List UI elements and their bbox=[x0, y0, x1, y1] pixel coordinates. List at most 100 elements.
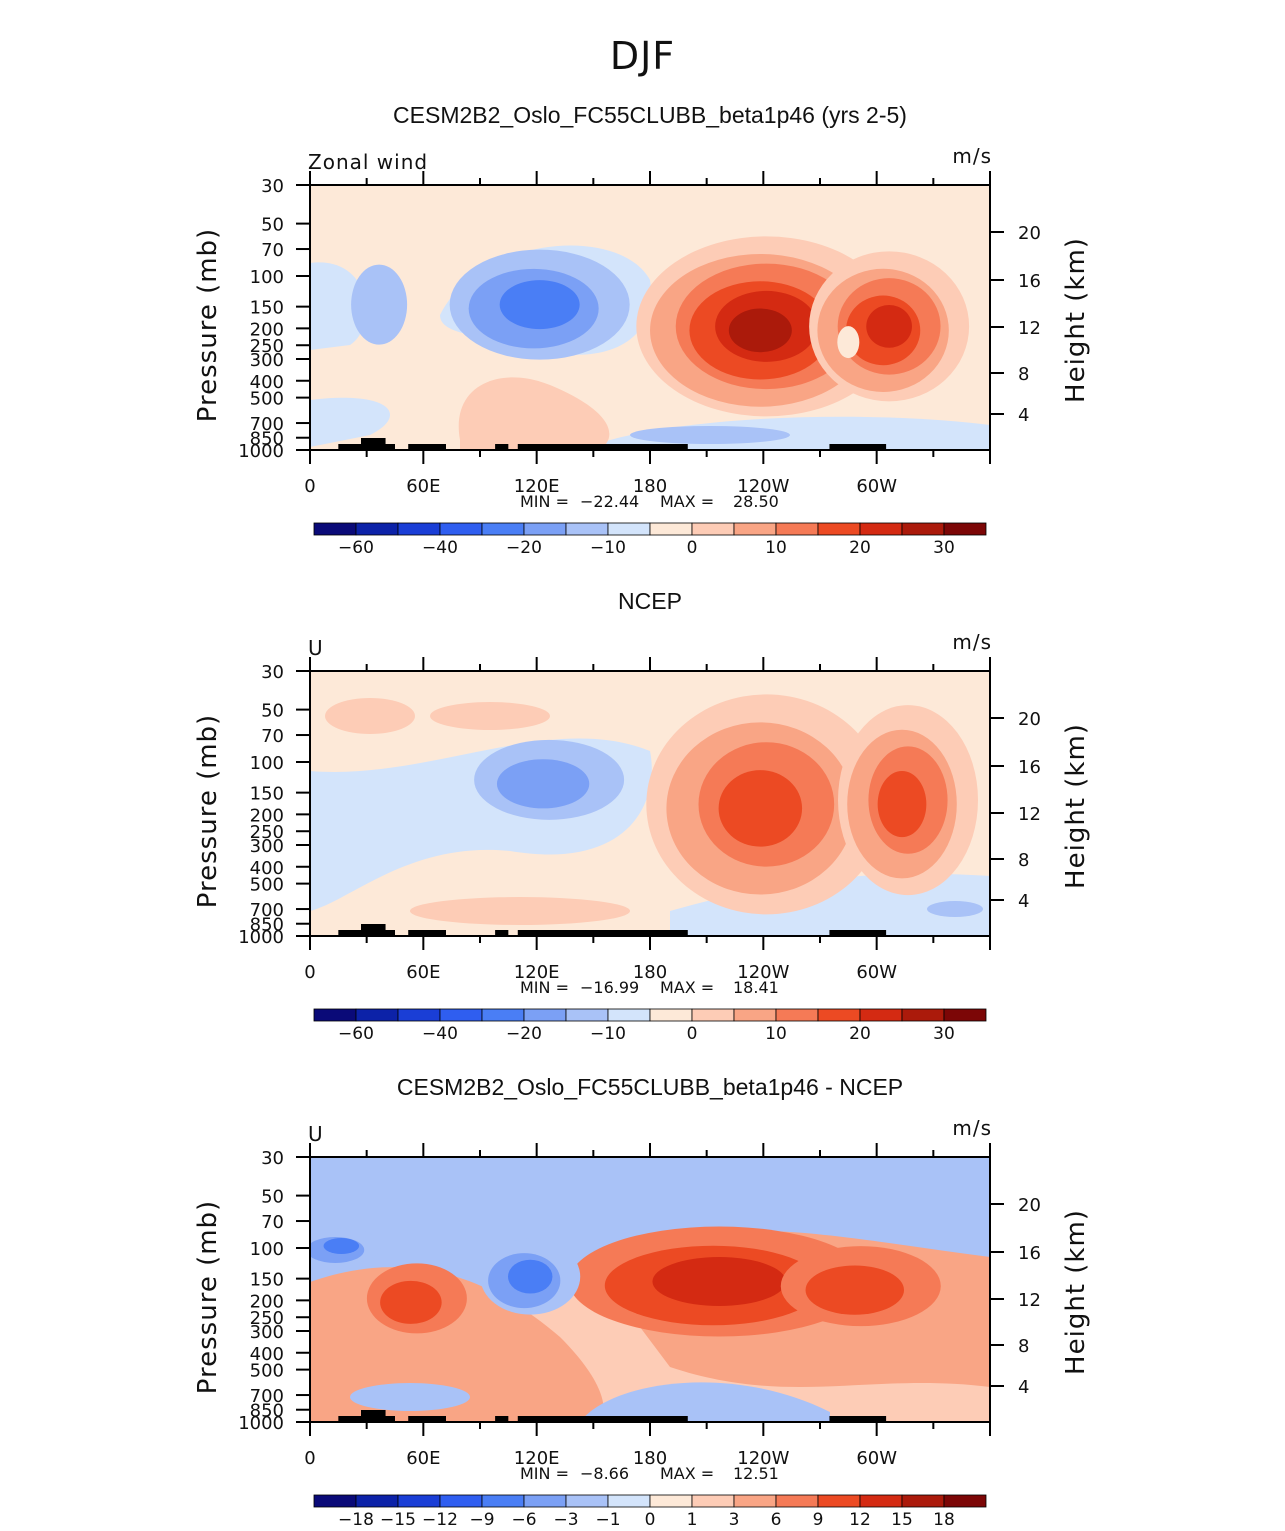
y-axis-title: Pressure (mb) bbox=[193, 1200, 223, 1394]
contour-band-p3 bbox=[323, 1237, 360, 1254]
y-tick-label: 700 bbox=[250, 414, 284, 435]
contour-band-p2 bbox=[877, 771, 927, 838]
y-tick-label: 850 bbox=[250, 1401, 284, 1422]
max-value: 28.50 bbox=[733, 492, 779, 511]
x-tick-label: 120E bbox=[514, 1448, 560, 1469]
colorbar-label: 10 bbox=[765, 538, 787, 558]
contour-band-p1 bbox=[866, 304, 912, 348]
topography-mask bbox=[408, 930, 446, 936]
band-negative bbox=[310, 397, 390, 447]
topography-mask bbox=[829, 444, 887, 450]
x-tick-label: 60W bbox=[856, 1448, 897, 1469]
y-tick-label: 400 bbox=[250, 1344, 284, 1365]
band-negative bbox=[310, 262, 367, 350]
x-tick-label: 60E bbox=[406, 962, 440, 983]
y2-tick-label: 12 bbox=[1018, 804, 1041, 825]
panel-units: m/s bbox=[952, 144, 992, 168]
x-tick-label: 0 bbox=[304, 1448, 315, 1469]
max-label: MAX = bbox=[660, 492, 714, 511]
contour-band-p1 bbox=[728, 308, 792, 353]
colorbar-label: −18 bbox=[338, 1510, 374, 1530]
y-tick-label: 70 bbox=[261, 240, 284, 261]
colorbar-cell bbox=[355, 522, 399, 536]
min-value: −22.44 bbox=[580, 492, 639, 511]
x-tick-label: 60E bbox=[406, 1448, 440, 1469]
colorbar-label: 20 bbox=[849, 1024, 871, 1044]
colorbar-cell bbox=[733, 1494, 777, 1508]
contour-band-p3 bbox=[652, 1257, 786, 1306]
x-tick-label: 120W bbox=[737, 962, 789, 983]
colorbar-label: 0 bbox=[645, 1510, 656, 1530]
colorbar-label: −20 bbox=[506, 1024, 542, 1044]
colorbar-label: −20 bbox=[506, 538, 542, 558]
colorbar-label: −3 bbox=[553, 1510, 578, 1530]
colorbar-cell bbox=[817, 522, 861, 536]
x-tick-label: 60W bbox=[856, 962, 897, 983]
min-label: MIN = bbox=[520, 1464, 569, 1483]
y-tick-label: 250 bbox=[250, 336, 284, 357]
x-tick-label: 0 bbox=[304, 962, 315, 983]
min-label: MIN = bbox=[520, 978, 569, 997]
x-tick-label: 120W bbox=[737, 476, 789, 497]
min-label: MIN = bbox=[520, 492, 569, 511]
x-tick-label: 180 bbox=[633, 962, 667, 983]
colorbar-cell bbox=[943, 522, 987, 536]
y-tick-label: 150 bbox=[250, 298, 284, 319]
y-tick-label: 250 bbox=[250, 1308, 284, 1329]
y-tick-label: 400 bbox=[250, 372, 284, 393]
y-tick-label: 200 bbox=[250, 1291, 284, 1312]
colorbar-cell bbox=[439, 522, 483, 536]
colorbar-cell bbox=[481, 522, 525, 536]
colorbar-label: 0 bbox=[687, 538, 698, 558]
band-positive bbox=[458, 377, 610, 450]
band-negative bbox=[630, 426, 790, 444]
topography-mask bbox=[408, 1416, 446, 1422]
colorbar-cell bbox=[733, 522, 777, 536]
colorbar-cell bbox=[733, 1008, 777, 1022]
colorbar-label: −60 bbox=[338, 1024, 374, 1044]
panel-units: m/s bbox=[952, 1116, 992, 1140]
contour-band-p2 bbox=[718, 770, 803, 847]
panel-left-label: Zonal wind bbox=[308, 150, 428, 174]
colorbar-label: −15 bbox=[380, 1510, 416, 1530]
colorbar-cell bbox=[943, 1008, 987, 1022]
colorbar-cell bbox=[817, 1008, 861, 1022]
x-tick-label: 180 bbox=[633, 1448, 667, 1469]
colorbar-label: −6 bbox=[511, 1510, 536, 1530]
y-tick-label: 30 bbox=[261, 176, 284, 197]
panel-field bbox=[310, 671, 990, 936]
y-tick-label: 30 bbox=[261, 662, 284, 683]
max-value: 18.41 bbox=[733, 978, 779, 997]
y-tick-label: 50 bbox=[261, 1187, 284, 1208]
y-tick-label: 1000 bbox=[238, 927, 284, 948]
colorbar-label: −40 bbox=[422, 1024, 458, 1044]
y-tick-label: 500 bbox=[250, 875, 284, 896]
topography-mask bbox=[495, 930, 509, 936]
colorbar-cell bbox=[397, 522, 441, 536]
topography-mask bbox=[829, 1416, 887, 1422]
topography-mask bbox=[408, 444, 446, 450]
y-tick-label: 70 bbox=[261, 1212, 284, 1233]
colorbar-label: −12 bbox=[422, 1510, 458, 1530]
colorbar-label: 30 bbox=[933, 538, 955, 558]
x-tick-label: 180 bbox=[633, 476, 667, 497]
colorbar-cell bbox=[649, 1494, 693, 1508]
colorbar-label: 12 bbox=[849, 1510, 871, 1530]
colorbar-cell bbox=[775, 1494, 819, 1508]
band-negative bbox=[580, 1382, 830, 1422]
y-tick-label: 1000 bbox=[238, 441, 284, 462]
colorbar-label: 30 bbox=[933, 1024, 955, 1044]
colorbar-label: 3 bbox=[729, 1510, 740, 1530]
contour-band-p1 bbox=[837, 326, 860, 359]
colorbar-label: 9 bbox=[813, 1510, 824, 1530]
y-tick-label: 500 bbox=[250, 1361, 284, 1382]
y-tick-label: 700 bbox=[250, 900, 284, 921]
colorbar-cell bbox=[523, 1008, 567, 1022]
colorbar-cell bbox=[901, 522, 945, 536]
x-tick-label: 60W bbox=[856, 476, 897, 497]
colorbar-label: −60 bbox=[338, 538, 374, 558]
colorbar-cell bbox=[607, 1494, 651, 1508]
y2-axis-title: Height (km) bbox=[1061, 1209, 1091, 1375]
colorbar-cell bbox=[943, 1494, 987, 1508]
